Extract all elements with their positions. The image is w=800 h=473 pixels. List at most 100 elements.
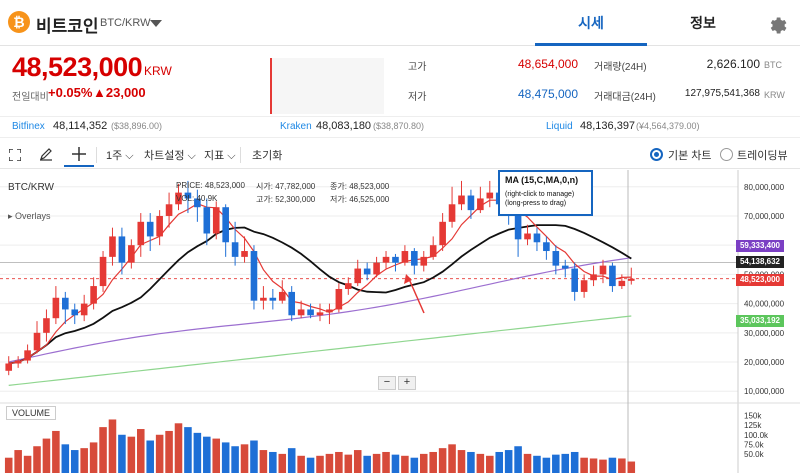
candle-body <box>128 245 135 263</box>
tradingview-radio[interactable] <box>720 148 733 161</box>
volume-bar <box>127 436 136 473</box>
candle-body <box>326 309 333 313</box>
chart-toolbar: 1주 ⌵ 차트설정 ⌵ 지표 ⌵ 초기화 기본 차트 트레이딩뷰 <box>0 141 800 169</box>
candle-body <box>43 318 50 333</box>
reset-button[interactable]: 초기화 <box>252 150 283 162</box>
volume-24h-label: 거래량(24H) <box>594 62 647 73</box>
volume-bar <box>552 454 560 473</box>
candle-body <box>439 221 446 246</box>
volume-bar <box>306 457 315 473</box>
volume-bar <box>438 448 447 473</box>
candle-body <box>514 215 522 240</box>
candle-body <box>486 192 494 199</box>
exchange-name[interactable]: Kraken <box>280 121 312 132</box>
volume-bar <box>203 436 211 473</box>
volume-bar <box>70 450 79 473</box>
chevron-down-icon[interactable] <box>150 20 162 27</box>
volume-bar <box>137 429 145 473</box>
exchange-name[interactable]: Liquid <box>546 121 573 132</box>
tradingview-label[interactable]: 트레이딩뷰 <box>737 150 788 162</box>
volume-bar <box>42 438 51 473</box>
volume-bar <box>89 442 98 473</box>
ohlc-high-value: 52,300,000 <box>275 195 316 204</box>
exchange-krw: 48,083,180 <box>316 120 372 132</box>
candle-body <box>71 309 79 316</box>
tab-info[interactable]: 정보 <box>690 15 716 31</box>
candle-body <box>109 236 116 257</box>
candle-body <box>99 256 107 287</box>
volume-axis-label: 75.0k <box>744 440 765 449</box>
volume-bar <box>297 455 305 473</box>
price-chart[interactable]: 80,000,00070,000,00060,000,00050,000,000… <box>0 170 800 473</box>
candle-body <box>458 195 465 205</box>
candle-body <box>401 251 409 263</box>
tab-quote[interactable]: 시세 <box>535 0 647 46</box>
fullscreen-icon[interactable] <box>9 149 21 161</box>
volume-axis-label: 50.0k <box>744 450 765 459</box>
coin-pair: BTC/KRW <box>100 17 151 29</box>
volume-bar <box>174 423 183 473</box>
volume-bar <box>523 453 532 473</box>
volume-bar <box>618 458 626 473</box>
price-axis-label: 30,000,000 <box>744 329 785 338</box>
ohlc-low: 저가: 46,525,000 <box>330 194 389 205</box>
volume-bar <box>457 450 466 473</box>
volume-bar <box>146 440 154 473</box>
candle-body <box>222 207 229 243</box>
volume-bar <box>363 455 371 473</box>
candle-body <box>137 221 145 246</box>
gear-icon[interactable] <box>766 12 788 34</box>
candle-body <box>288 291 296 316</box>
indicators-select[interactable]: 지표 ⌵ <box>204 150 236 162</box>
basic-chart-radio[interactable] <box>650 148 663 161</box>
volume-bar <box>353 450 362 473</box>
volume-bar <box>335 451 343 473</box>
price-unit: KRW <box>144 64 172 78</box>
change-percent: +0.05% <box>48 85 93 100</box>
candle-body <box>241 251 248 257</box>
basic-chart-label[interactable]: 기본 차트 <box>668 150 712 162</box>
ohlc-open-value: 47,782,000 <box>275 182 316 191</box>
volume-axis-label: 100.0k <box>744 431 769 440</box>
candle-body <box>363 268 371 275</box>
toolbar-divider <box>96 147 97 163</box>
exchange-name[interactable]: Bitfinex <box>12 121 45 132</box>
candle-body <box>344 283 352 289</box>
candle-body <box>156 215 163 237</box>
ohlc-volume-value: 40.9K <box>196 194 218 203</box>
ohlc-close-value: 48,523,000 <box>349 182 390 191</box>
zoom-out-button[interactable]: − <box>378 376 396 390</box>
candle-body <box>609 265 616 287</box>
exchange-krw: 48,136,397 <box>580 120 636 132</box>
candle-body <box>212 207 220 234</box>
volume-bar <box>4 457 13 473</box>
change-label: 전일대비 <box>12 92 49 103</box>
candle-body <box>429 245 437 257</box>
candle-body <box>52 297 60 319</box>
price-axis-label: 70,000,000 <box>744 212 785 221</box>
current-price: 48,523,000 <box>12 52 143 82</box>
ma-study-title: MA (15,C,MA,0,n) <box>505 175 579 185</box>
crosshair-active-indicator <box>64 165 94 167</box>
volume-bar <box>287 448 296 473</box>
volume-bar <box>514 446 522 473</box>
pencil-icon[interactable] <box>39 147 53 161</box>
volume-axis-label: 150k <box>744 412 762 421</box>
volume-bar <box>325 453 334 473</box>
low-label: 저가 <box>408 92 427 103</box>
chart-settings-select[interactable]: 차트설정 ⌵ <box>144 150 196 162</box>
zoom-in-button[interactable]: + <box>398 376 416 390</box>
volume-bar <box>542 457 551 473</box>
volume-bar <box>467 451 475 473</box>
candle-body <box>33 332 41 351</box>
period-select[interactable]: 1주 ⌵ <box>106 150 134 162</box>
candle-body <box>561 265 569 269</box>
amount-24h-value: 127,975,541,368 <box>684 88 760 99</box>
ma-hint-manage: (right-click to manage) <box>505 191 575 198</box>
ma-study-box[interactable]: MA (15,C,MA,0,n) (right-click to manage)… <box>498 170 593 216</box>
crosshair-icon[interactable] <box>71 146 87 162</box>
volume-bar <box>589 458 598 473</box>
overlays-toggle[interactable]: ▸ Overlays <box>8 211 51 221</box>
price-tag: 48,523,000 <box>736 274 784 286</box>
